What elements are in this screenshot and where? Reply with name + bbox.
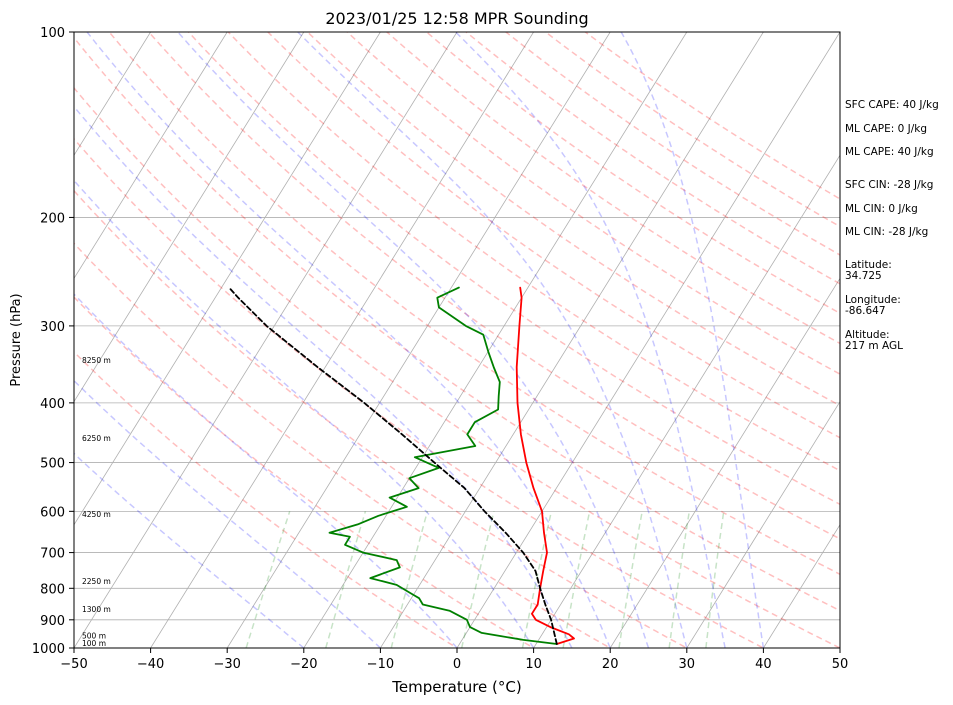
dry-adiabat <box>74 189 689 648</box>
moist-adiabat <box>74 379 381 648</box>
x-tick-label: −30 <box>213 657 240 672</box>
moist-adiabat <box>86 32 611 648</box>
isotherm--50 <box>74 32 458 648</box>
x-tick-label: 40 <box>755 657 772 672</box>
moist-adiabat <box>177 32 650 648</box>
isotherm--10 <box>380 32 764 648</box>
temperature-line <box>515 286 575 645</box>
x-tick-label: 10 <box>525 657 542 672</box>
y-axis-label: Pressure (hPa) <box>9 293 24 386</box>
dry-adiabat <box>74 137 766 648</box>
y-tick-label: 1000 <box>32 642 65 657</box>
side-panel-text: Longitude: <box>845 294 901 306</box>
dry-adiabat <box>425 32 840 315</box>
dry-adiabat <box>465 32 840 285</box>
isotherm--90 <box>74 32 151 156</box>
moist-adiabat <box>297 32 688 648</box>
y-tick-label: 300 <box>40 320 65 335</box>
moist-adiabat <box>620 32 765 648</box>
side-panel-text: ML CIN: -28 J/kg <box>845 226 929 238</box>
x-axis: −50 −40 −30 −20 −10 0 10 20 30 40 50 <box>60 648 848 672</box>
isotherm--30 <box>226 32 611 648</box>
y-axis: 1000 900 800 700 600 500 400 300 200 100 <box>32 26 74 657</box>
height-label: 1300 m <box>82 605 111 614</box>
y-tick-label: 800 <box>40 582 65 597</box>
moist-adiabat <box>74 105 573 648</box>
side-panel-text: ML CAPE: 0 J/kg <box>845 123 928 135</box>
mixing-ratio-line <box>668 511 691 648</box>
side-panel-text: ML CIN: 0 J/kg <box>845 203 918 215</box>
dry-adiabat <box>346 32 840 376</box>
side-panel-text: Altitude: <box>845 329 890 341</box>
x-tick-label: −10 <box>367 657 394 672</box>
moist-adiabat <box>455 32 726 648</box>
y-tick-label: 700 <box>40 547 65 562</box>
isotherm-0 <box>456 32 840 648</box>
x-tick-label: 20 <box>602 657 619 672</box>
dry-adiabat <box>74 242 612 648</box>
background-grid <box>74 32 840 648</box>
y-tick-label: 600 <box>40 505 65 520</box>
x-tick-label: −50 <box>60 657 87 672</box>
y-tick-label: 200 <box>40 211 65 226</box>
isotherm-40 <box>763 524 840 648</box>
side-panel-text: 34.725 <box>845 270 882 282</box>
background-adiabats <box>74 32 840 648</box>
isotherm--70 <box>74 32 305 403</box>
x-tick-label: 0 <box>453 657 461 672</box>
mixing-ratio-line <box>390 511 429 648</box>
x-axis-label: Temperature (°C) <box>391 678 521 696</box>
height-label: 8250 m <box>82 356 111 365</box>
moist-adiabat <box>74 179 535 648</box>
isotherm--60 <box>74 32 381 526</box>
dry-adiabat <box>74 296 536 648</box>
mixing-ratio-line <box>245 511 291 648</box>
moist-adiabat <box>74 293 458 648</box>
mixing-ratio-line <box>325 511 367 648</box>
x-tick-label: 50 <box>832 657 849 672</box>
y-tick-label: 400 <box>40 397 65 412</box>
y-tick-label: 500 <box>40 457 65 472</box>
isotherm-10 <box>533 154 840 648</box>
dry-adiabat <box>74 36 840 612</box>
side-panel-text: Latitude: <box>845 259 892 271</box>
side-panel-text: SFC CIN: -28 J/kg <box>845 179 934 191</box>
side-panel-text: 217 m AGL <box>845 340 903 352</box>
dry-adiabat <box>227 32 840 472</box>
y-tick-label: 900 <box>40 614 65 629</box>
dry-adiabat <box>108 32 840 576</box>
dry-adiabat <box>306 32 840 407</box>
isotherm--40 <box>150 32 534 648</box>
dry-adiabat <box>74 350 459 648</box>
isotherm-30 <box>686 400 840 648</box>
height-label: 4250 m <box>82 510 111 519</box>
mixing-ratio-line <box>562 511 591 648</box>
mixing-ratio-line <box>618 511 643 648</box>
dry-adiabat <box>74 86 840 648</box>
x-tick-label: 30 <box>679 657 696 672</box>
height-label: 100 m <box>82 639 106 648</box>
chart-title: 2023/01/25 12:58 MPR Sounding <box>325 9 588 28</box>
mixing-ratio-line <box>460 511 495 648</box>
isotherm--20 <box>303 32 688 648</box>
isotherm--80 <box>74 32 228 280</box>
y-tick-label: 100 <box>40 26 65 41</box>
mixing-ratio-line <box>705 511 725 648</box>
parcel-line <box>228 286 558 645</box>
dry-adiabat <box>147 32 840 540</box>
height-label: 500 m <box>82 632 106 641</box>
dewpoint-line <box>328 286 558 645</box>
dry-adiabat <box>187 32 840 506</box>
height-label: 2250 m <box>82 577 111 586</box>
side-panel-text: ML CAPE: 40 J/kg <box>845 146 934 158</box>
sounding-series <box>228 286 575 645</box>
height-label: 6250 m <box>82 434 111 443</box>
side-panel-text: -86.647 <box>845 305 886 317</box>
x-tick-label: −40 <box>137 657 164 672</box>
side-panel-text: SFC CAPE: 40 J/kg <box>845 99 939 111</box>
isotherm-20 <box>609 277 840 648</box>
x-tick-label: −20 <box>290 657 317 672</box>
